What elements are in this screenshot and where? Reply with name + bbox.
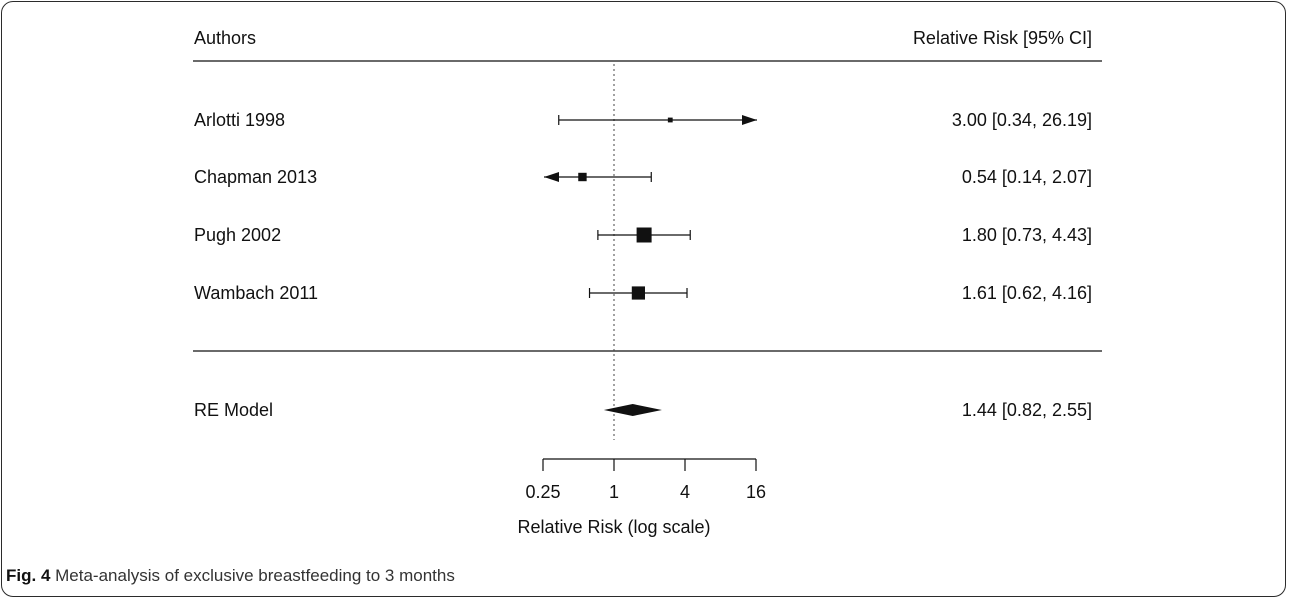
- ci-arrow-left-chapman-2013: [544, 172, 559, 182]
- point-estimate-arlotti-1998: [667, 117, 673, 123]
- figure-caption: Fig. 4 Meta-analysis of exclusive breast…: [6, 566, 455, 586]
- point-estimate-wambach-2011: [631, 286, 645, 300]
- study-label-pugh-2002: Pugh 2002: [194, 225, 281, 245]
- study-ci-text-pugh-2002: 1.80 [0.73, 4.43]: [962, 225, 1092, 245]
- point-estimate-pugh-2002: [636, 227, 652, 243]
- study-label-arlotti-1998: Arlotti 1998: [194, 110, 285, 130]
- study-label-wambach-2011: Wambach 2011: [194, 283, 318, 303]
- figure-label: Fig. 4: [6, 566, 51, 585]
- study-label-chapman-2013: Chapman 2013: [194, 167, 317, 187]
- point-estimate-chapman-2013: [578, 172, 587, 182]
- x-tick-label-1: 1: [609, 482, 619, 502]
- summary-label: RE Model: [194, 400, 273, 420]
- x-tick-label-0: 0.25: [525, 482, 560, 502]
- header-relative-risk: Relative Risk [95% CI]: [913, 28, 1092, 48]
- x-tick-label-3: 16: [746, 482, 766, 502]
- summary-ci-text: 1.44 [0.82, 2.55]: [962, 400, 1092, 420]
- study-ci-text-wambach-2011: 1.61 [0.62, 4.16]: [962, 283, 1092, 303]
- x-axis-label: Relative Risk (log scale): [517, 517, 710, 537]
- ci-arrow-right-arlotti-1998: [742, 115, 757, 125]
- study-ci-text-chapman-2013: 0.54 [0.14, 2.07]: [962, 167, 1092, 187]
- header-authors: Authors: [194, 28, 256, 48]
- caption-text: Meta-analysis of exclusive breastfeeding…: [55, 566, 455, 585]
- study-ci-text-arlotti-1998: 3.00 [0.34, 26.19]: [952, 110, 1092, 130]
- x-tick-label-2: 4: [680, 482, 690, 502]
- summary-diamond: [603, 404, 662, 416]
